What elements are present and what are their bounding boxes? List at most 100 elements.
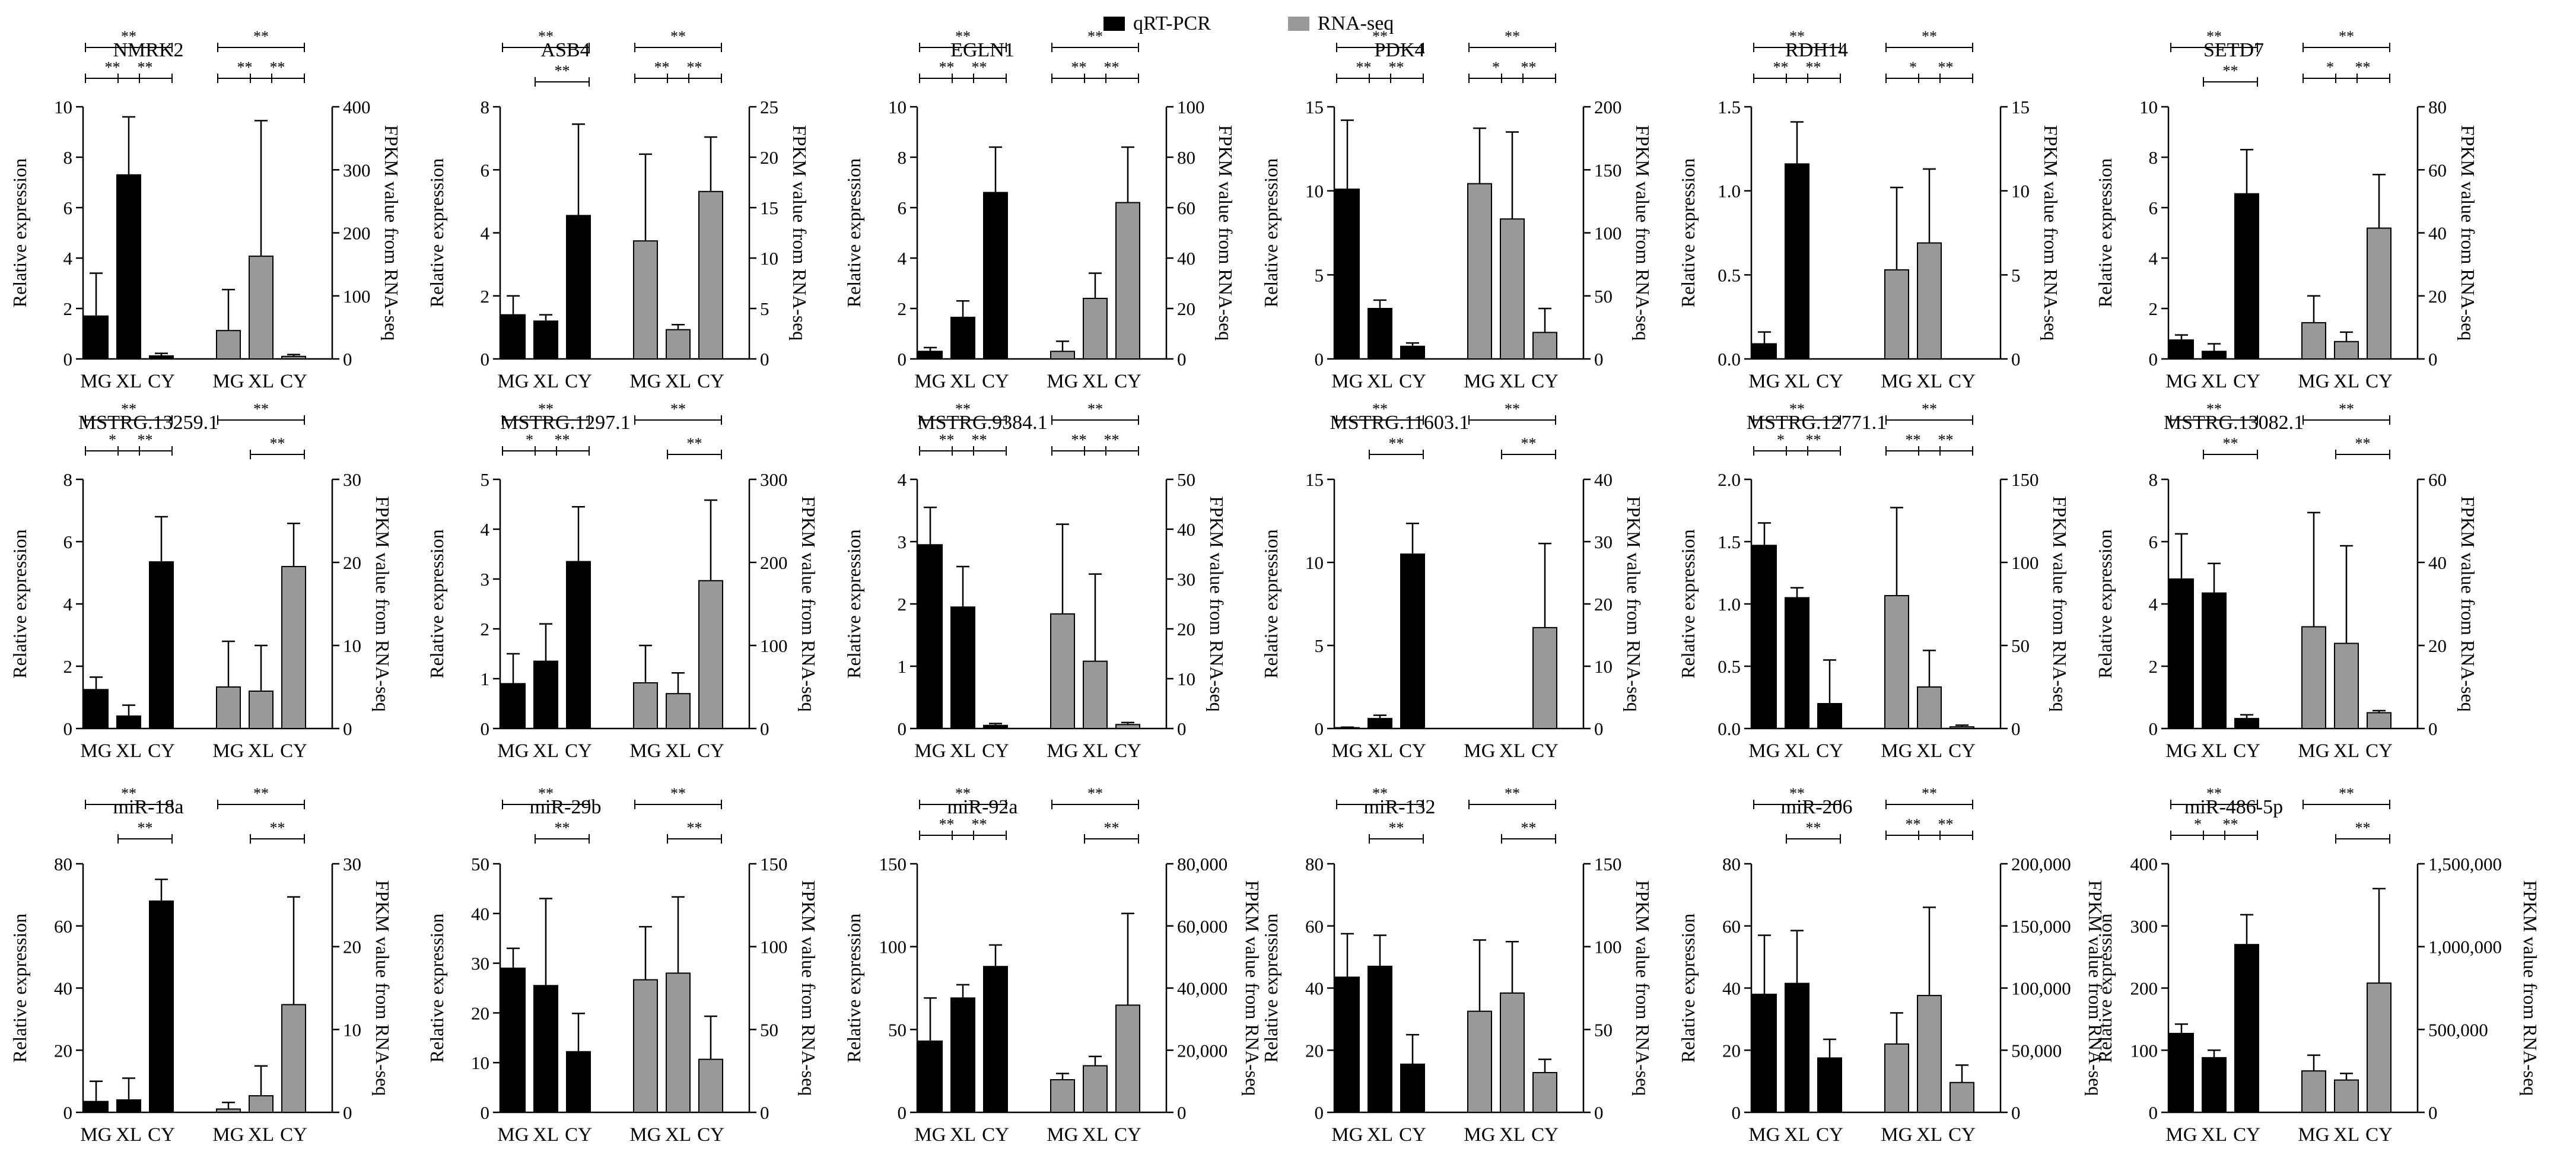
significance-label: ** [2223,62,2238,79]
significance-label: ** [654,59,670,76]
significance-label: ** [2206,400,2222,418]
bar-rna-seq-cy [1950,726,1974,729]
left-tick-label: 1 [481,669,490,689]
left-tick-label: 0 [63,349,73,370]
bar-qrt-pcr-cy [149,900,174,1113]
significance-label: ** [1521,435,1537,452]
right-tick-label: 0 [2011,349,2021,370]
left-tick-label: 4 [63,248,73,269]
chart-panel-mstrg-1297-1: MSTRG.1297.1 0 1 2 3 4 5 0 100 200 300 Relative exp… [426,400,819,762]
bar-qrt-pcr-mg [2169,339,2194,360]
right-tick-label: 20 [1177,619,1195,640]
bar-rna-seq-mg [1884,595,1909,729]
significance-label: ** [1789,28,1805,45]
group-label: XL [1082,371,1108,392]
significance-label: ** [939,816,955,833]
bar-qrt-pcr-xl [1785,163,1809,360]
right-tick-label: 200,000 [2011,854,2071,874]
group-label: XL [116,1124,142,1146]
bar-qrt-pcr-xl [950,606,975,729]
right-tick-label: 20 [343,937,361,958]
bar-rna-seq-xl [1917,995,1942,1113]
bar-qrt-pcr-mg [1335,976,1360,1113]
group-label: CY [280,371,307,392]
legend-item-qrt-pcr: qRT-PCR [1103,12,1211,35]
right-tick-label: 10 [760,248,778,269]
group-label: MG [2298,1124,2329,1146]
significance-label: ** [1087,785,1103,802]
significance-label: ** [1389,435,1404,452]
group-label: MG [2165,740,2197,762]
right-tick-label: 20 [1594,594,1613,615]
left-tick-label: 80 [1722,854,1741,874]
group-label: CY [1399,740,1426,762]
group-label: MG [497,1124,529,1146]
right-tick-label: 40 [1177,248,1195,269]
group-label: XL [1499,371,1525,392]
bar-qrt-pcr-mg [2169,578,2194,729]
left-tick-label: 8 [2149,147,2158,168]
significance-label: ** [972,816,987,833]
right-tick-label: 20 [343,552,361,573]
significance-label: ** [138,431,153,449]
group-label: MG [629,1124,661,1146]
significance-label: ** [939,59,955,76]
significance-label: ** [1505,28,1520,45]
significance-label: ** [1071,431,1087,449]
significance-label: ** [670,785,686,802]
left-tick-label: 400 [2130,854,2158,874]
right-tick-label: 50 [1594,286,1613,307]
significance-label: ** [670,400,686,418]
right-tick-label: 100 [760,937,788,958]
left-tick-label: 6 [2149,532,2158,552]
significance-label: ** [972,431,987,449]
significance-label: ** [237,59,253,76]
group-label: XL [1499,1124,1525,1146]
right-tick-label: 40 [2428,552,2447,573]
left-tick-label: 1.0 [1718,181,1741,202]
left-tick-label: 4 [898,469,907,490]
bar-qrt-pcr-mg [84,1100,109,1113]
bar-qrt-pcr-cy [1400,345,1425,360]
right-tick-label: 0 [343,349,352,370]
group-label: XL [665,740,691,762]
significance-label: * [2194,816,2202,833]
left-axis-title: Relative expression [2094,158,2116,307]
group-label: XL [2333,1124,2359,1146]
bar-qrt-pcr-cy [983,724,1008,729]
right-tick-label: 1,500,000 [2428,854,2502,874]
left-axis-title: Relative expression [1260,158,1281,307]
left-tick-label: 60 [54,916,72,937]
significance-label: ** [1906,431,1921,449]
group-label: XL [1784,1124,1810,1146]
group-label: XL [1916,371,1942,392]
bar-qrt-pcr-xl [1367,965,1392,1114]
right-tick-label: 0 [2428,718,2438,739]
bar-rna-seq-cy [1950,1082,1974,1113]
bar-qrt-pcr-xl [1367,718,1392,729]
significance-label: ** [105,59,120,76]
significance-label: ** [1521,819,1537,836]
bar-rna-seq-mg [216,330,241,360]
left-tick-label: 2 [63,656,73,677]
right-tick-label: 0 [343,718,352,739]
left-tick-label: 10 [471,1052,489,1073]
significance-label: ** [555,431,570,449]
right-tick-label: 50 [760,1019,778,1040]
bar-rna-seq-xl [249,691,273,729]
bar-qrt-pcr-xl [2202,592,2227,729]
significance-label: ** [2206,28,2222,45]
significance-label: ** [1104,819,1120,836]
significance-label: ** [2223,435,2238,452]
group-label: CY [982,740,1009,762]
bar-rna-seq-xl [1083,660,1108,729]
left-axis-title: Relative expression [426,529,447,678]
group-label: XL [116,371,142,392]
significance-label: ** [687,435,702,452]
left-tick-label: 0 [63,1102,73,1123]
bar-qrt-pcr-mg [918,544,943,729]
bar-rna-seq-mg [633,682,658,729]
right-axis-title: FPKM value from RNA-seq [2040,125,2062,341]
significance-label: ** [687,59,702,76]
left-tick-label: 100 [2130,1040,2158,1061]
